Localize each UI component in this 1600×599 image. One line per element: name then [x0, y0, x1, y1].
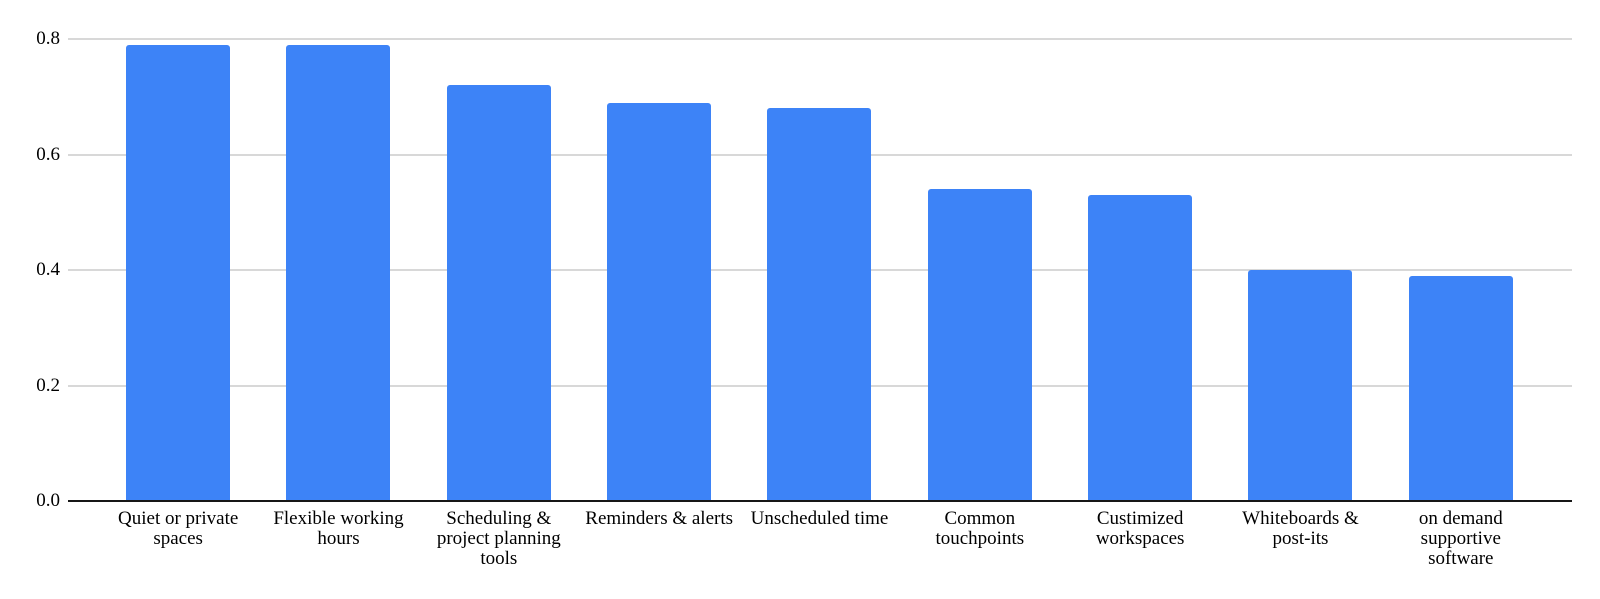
bar-slot [1381, 39, 1541, 501]
x-axis-label: Whiteboards & post-its [1242, 508, 1359, 549]
bar-slot [1060, 39, 1220, 501]
y-tick-label: 0.2 [36, 374, 60, 396]
bar-slot [739, 39, 899, 501]
bar [126, 44, 231, 501]
bar-slot [258, 39, 418, 501]
y-tick-label: 0.4 [36, 259, 60, 280]
x-axis-label: on demand supportive software [1418, 508, 1503, 569]
y-tick-label: 0.8 [36, 28, 60, 49]
plot-area [68, 38, 1572, 502]
bar [446, 85, 551, 501]
bar [767, 108, 872, 501]
x-axis-label: Scheduling & project planning tools [436, 508, 561, 569]
bar [286, 44, 391, 501]
x-axis-line [68, 500, 1572, 502]
bar-slot [98, 39, 258, 501]
x-axis-label: Flexible working hours [273, 508, 404, 549]
bar-slot [419, 39, 579, 501]
x-axis-label: Common touchpoints [935, 508, 1025, 549]
bar [607, 102, 712, 501]
bar [1408, 275, 1513, 501]
x-axis-label: Custimized workspaces [1095, 508, 1185, 549]
x-axis-label: Reminders & alerts [585, 508, 734, 529]
y-tick-label: 0.0 [36, 490, 60, 511]
bar [927, 189, 1032, 501]
x-axis-label: Quiet or private spaces [118, 508, 239, 549]
x-axis-label: Unscheduled time [750, 508, 889, 529]
bar [1088, 194, 1193, 501]
bar [1248, 270, 1353, 501]
x-axis: Quiet or private spaces Flexible working … [98, 509, 1541, 569]
bar-slot [1220, 39, 1380, 501]
bars-container [98, 39, 1541, 501]
bar-slot [579, 39, 739, 501]
gridline [68, 38, 1572, 40]
y-tick-label: 0.6 [36, 143, 60, 165]
bar-slot [900, 39, 1060, 501]
